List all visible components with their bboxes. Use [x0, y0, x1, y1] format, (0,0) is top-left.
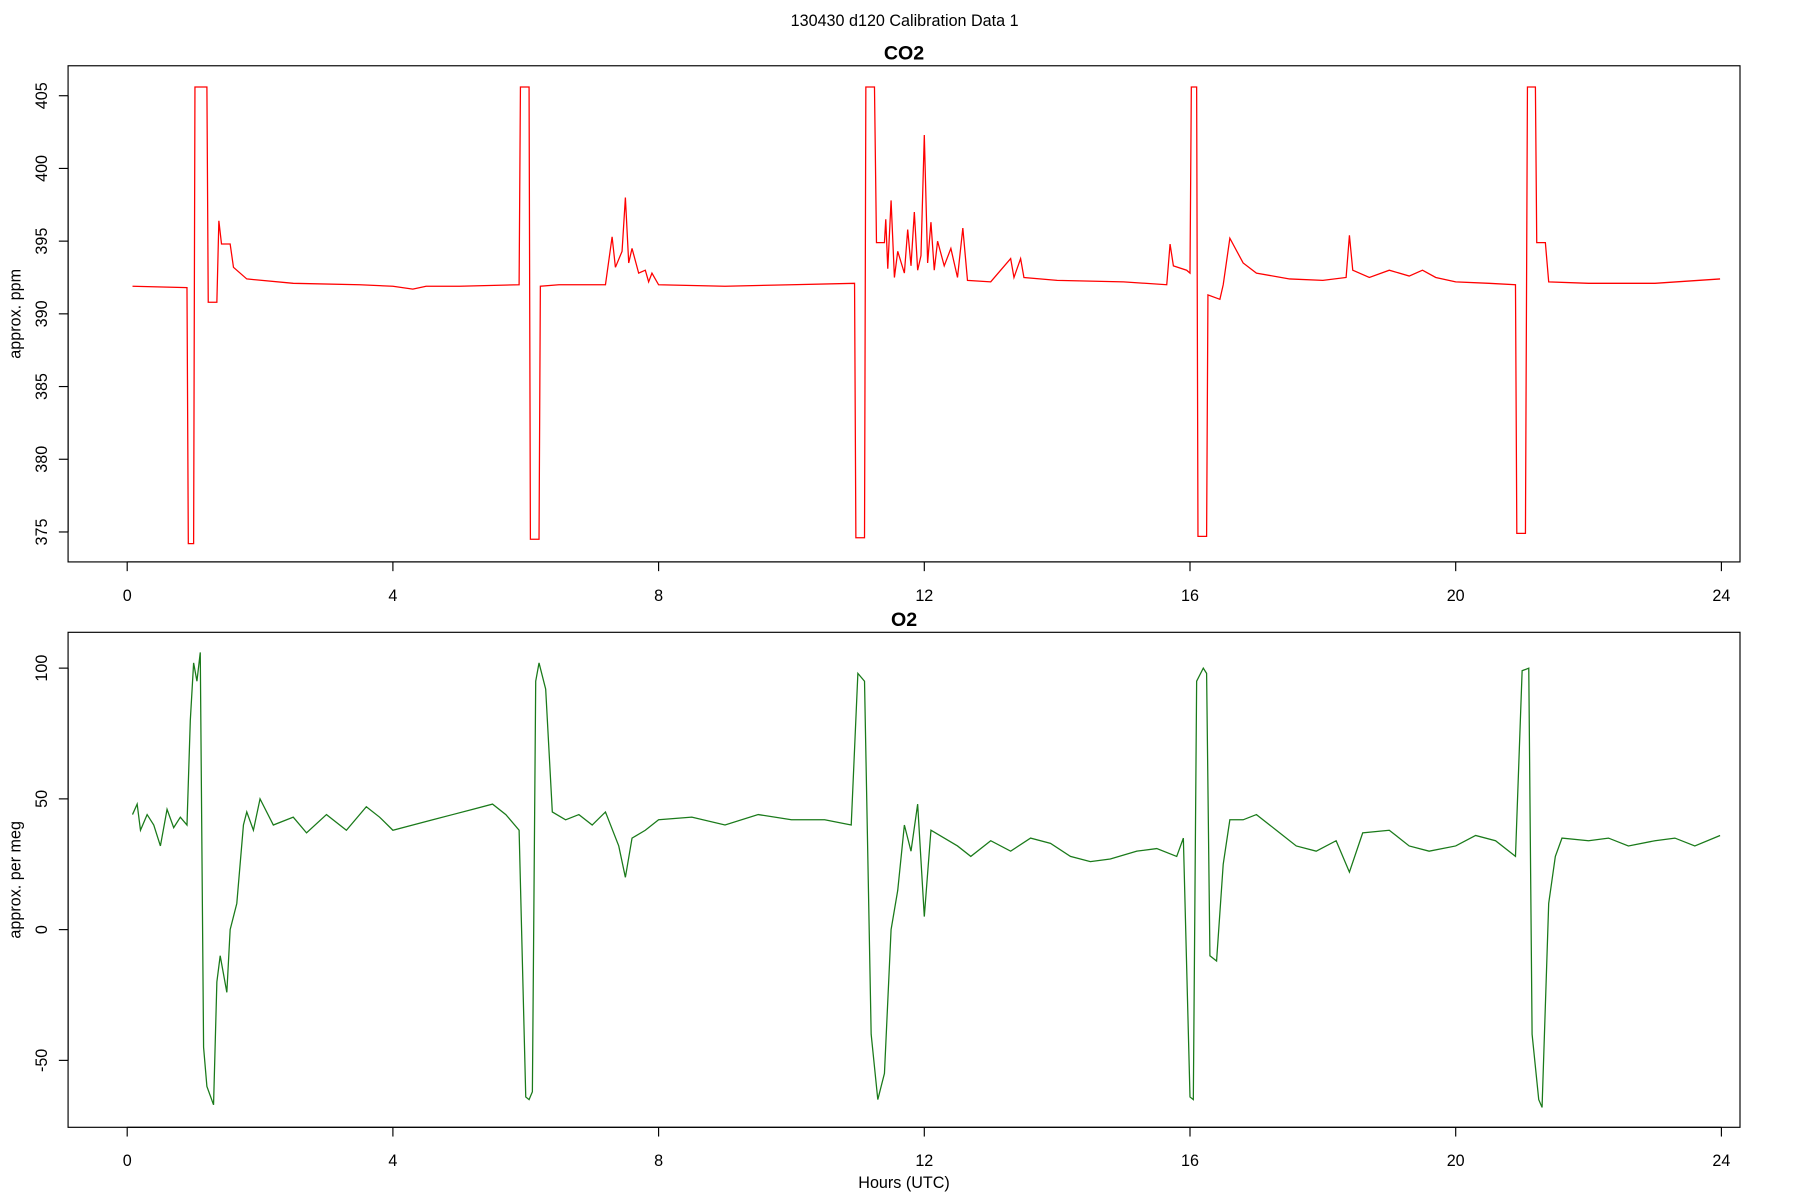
panel-title: O2 — [891, 609, 917, 631]
y-tick-label: 385 — [33, 373, 51, 400]
y-tick-label: 395 — [33, 228, 51, 255]
x-tick-label: 20 — [1447, 1152, 1465, 1170]
plot-frame — [67, 631, 1741, 1128]
panel-title: CO2 — [884, 42, 924, 64]
x-tick-label: 0 — [123, 1152, 132, 1170]
y-tick-label: 100 — [33, 655, 51, 682]
y-tick-label: 0 — [33, 925, 51, 934]
data-line — [131, 652, 1721, 1108]
x-tick-label: 24 — [1712, 587, 1730, 605]
x-tick-label: 8 — [654, 587, 663, 605]
x-axis-label: Hours (UTC) — [858, 1174, 949, 1192]
x-tick-label: 24 — [1712, 1152, 1730, 1170]
x-tick-label: 16 — [1181, 587, 1199, 605]
y-tick-label: 375 — [33, 518, 51, 545]
x-tick-label: 0 — [123, 587, 132, 605]
x-tick-label: 4 — [388, 1152, 397, 1170]
y-tick-label: 390 — [33, 300, 51, 327]
x-tick-label: 8 — [654, 1152, 663, 1170]
y-tick-label: -50 — [33, 1049, 51, 1072]
y-tick-label: 405 — [33, 82, 51, 109]
y-tick-label: 50 — [33, 790, 51, 808]
plot-frame — [67, 65, 1741, 563]
y-axis-label: approx. ppm — [6, 269, 24, 359]
x-tick-label: 20 — [1447, 587, 1465, 605]
x-tick-label: 4 — [388, 587, 397, 605]
x-tick-label: 12 — [915, 587, 933, 605]
x-tick-label: 16 — [1181, 1152, 1199, 1170]
x-tick-label: 12 — [915, 1152, 933, 1170]
y-axis-label: approx. per meg — [6, 821, 24, 939]
data-line — [132, 86, 1721, 545]
y-tick-label: 380 — [33, 446, 51, 473]
y-tick-label: 400 — [33, 155, 51, 182]
figure-title: 130430 d120 Calibration Data 1 — [791, 12, 1019, 30]
